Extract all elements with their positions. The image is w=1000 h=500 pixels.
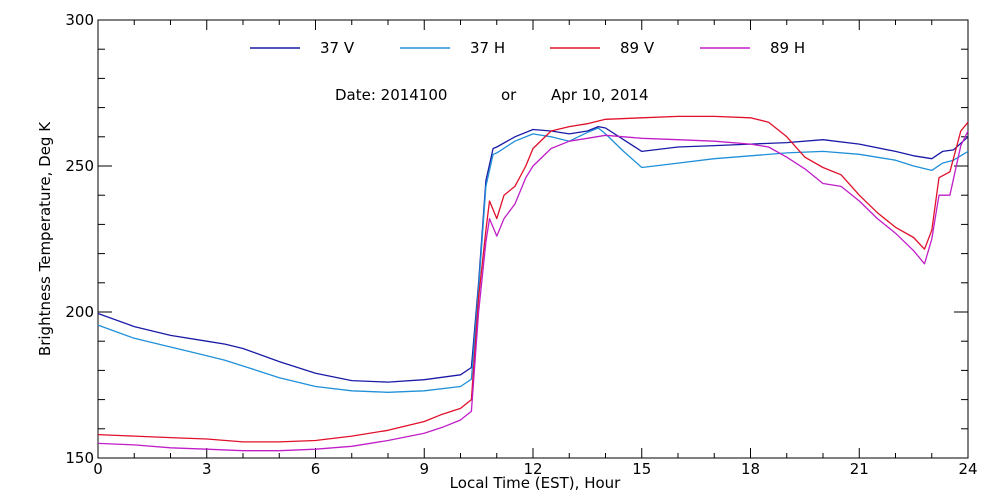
x-axis-title: Local Time (EST), Hour <box>450 474 621 492</box>
legend: 37 V 37 H 89 V 89 H <box>250 39 805 57</box>
x-tick-label: 15 <box>632 460 651 478</box>
x-tick-label: 9 <box>419 460 429 478</box>
plot-frame <box>97 19 969 459</box>
y-tick-label: 150 <box>65 449 94 467</box>
y-axis-ticks: 150 200 250 300 <box>65 11 968 467</box>
x-tick-label: 6 <box>311 460 321 478</box>
series-lines <box>97 115 969 452</box>
x-tick-label: 18 <box>741 460 760 478</box>
date-or-label: or <box>501 86 517 104</box>
y-tick-label: 250 <box>65 157 94 175</box>
plot-axes <box>97 19 969 459</box>
series-line-37h <box>97 127 969 393</box>
x-axis-ticks: 0 3 6 9 12 15 18 21 24 <box>93 20 978 478</box>
legend-label: 37 V <box>320 39 355 57</box>
x-tick-label: 0 <box>93 460 103 478</box>
legend-label: 89 V <box>620 39 655 57</box>
y-axis-title: Brightness Temperature, Deg K <box>36 121 54 356</box>
series-line-89h <box>97 130 969 452</box>
legend-label: 37 H <box>470 39 505 57</box>
series-line-37v <box>97 125 969 383</box>
x-tick-label: 24 <box>958 460 977 478</box>
x-tick-label: 3 <box>202 460 212 478</box>
legend-label: 89 H <box>770 39 805 57</box>
date-label: Date: 2014100 <box>335 86 447 104</box>
y-tick-label: 200 <box>65 303 94 321</box>
x-tick-label: 21 <box>850 460 869 478</box>
x-tick-label: 12 <box>523 460 542 478</box>
y-tick-label: 300 <box>65 11 94 29</box>
series-line-89v <box>97 115 969 443</box>
date-text: Apr 10, 2014 <box>551 86 649 104</box>
